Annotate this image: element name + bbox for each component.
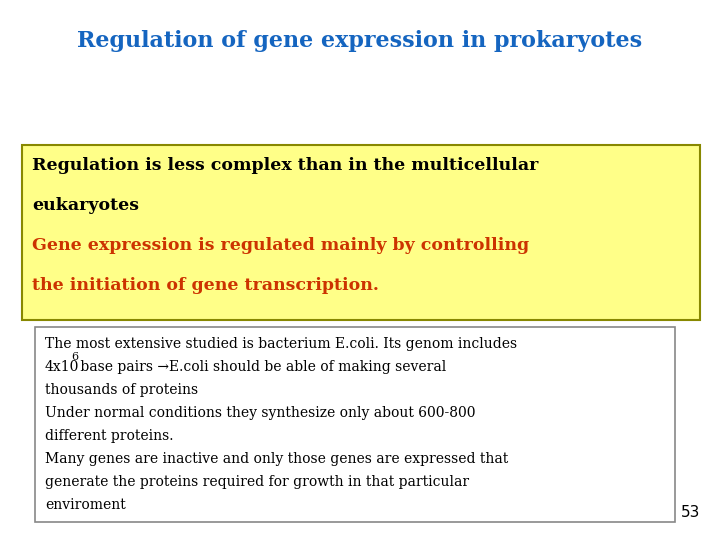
FancyBboxPatch shape — [35, 327, 675, 522]
Text: The most extensive studied is bacterium E.coli. Its genom includes: The most extensive studied is bacterium … — [45, 337, 517, 351]
Text: thousands of proteins: thousands of proteins — [45, 383, 198, 397]
Text: Many genes are inactive and only those genes are expressed that: Many genes are inactive and only those g… — [45, 452, 508, 466]
Text: 53: 53 — [680, 505, 700, 520]
Text: 6: 6 — [71, 352, 78, 362]
Text: Under normal conditions they synthesize only about 600-800: Under normal conditions they synthesize … — [45, 406, 475, 420]
Text: Gene expression is regulated mainly by controlling: Gene expression is regulated mainly by c… — [32, 237, 529, 254]
Text: 4x10: 4x10 — [45, 360, 79, 374]
Text: Regulation is less complex than in the multicellular: Regulation is less complex than in the m… — [32, 157, 539, 174]
Text: eukaryotes: eukaryotes — [32, 197, 139, 214]
Text: the initiation of gene transcription.: the initiation of gene transcription. — [32, 277, 379, 294]
Text: Regulation of gene expression in prokaryotes: Regulation of gene expression in prokary… — [78, 30, 642, 52]
Text: enviroment: enviroment — [45, 498, 126, 512]
Text: generate the proteins required for growth in that particular: generate the proteins required for growt… — [45, 475, 469, 489]
Text: different proteins.: different proteins. — [45, 429, 174, 443]
FancyBboxPatch shape — [22, 145, 700, 320]
Text: base pairs →E.coli should be able of making several: base pairs →E.coli should be able of mak… — [76, 360, 446, 374]
